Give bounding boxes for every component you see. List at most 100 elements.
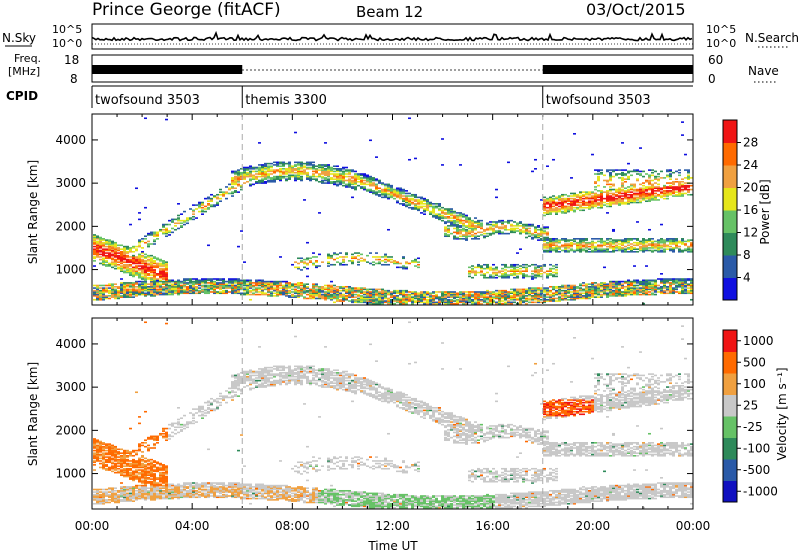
power-cell [654,192,657,195]
power-cell [318,166,321,169]
power-cell [648,192,651,195]
power-cell [219,287,222,289]
power-cell [375,289,378,292]
power-cell [108,243,111,245]
power-cell [270,179,273,182]
power-cell [345,179,348,182]
power-cell [507,300,510,302]
power-cell [609,195,612,197]
power-cell [204,291,207,293]
power-cell [405,205,408,208]
power-cell [438,217,441,219]
power-cell [207,206,210,209]
power-cell [648,177,651,179]
power-cell [528,231,531,234]
power-cell [114,258,117,261]
power-cell [429,296,432,298]
power-cell [441,219,444,222]
noise-tick-bottom: 10^0 [52,37,82,50]
power-cell [684,243,687,245]
power-cell [681,178,684,180]
power-cell [678,174,681,177]
power-cell [93,236,96,239]
power-cell [120,283,123,285]
power-cell [666,190,669,192]
power-cell [570,177,573,179]
power-cell [522,295,525,297]
power-cell [687,283,690,285]
power-cell [414,293,417,296]
power-cell [606,248,609,250]
power-cell [330,280,333,283]
power-cell [198,206,201,209]
power-cell [576,201,579,204]
power-cell [579,245,582,248]
power-cell [240,293,243,296]
power-cell [255,289,258,292]
power-cell [369,191,372,193]
power-cell [549,263,552,266]
power-cell [348,183,351,186]
power-cell [516,297,519,300]
power-cell [345,289,348,292]
power-cell [480,296,483,298]
power-cell [459,226,462,228]
power-cell [189,282,192,284]
power-cell [663,282,666,284]
power-cell [669,190,672,192]
power-cell [570,297,573,300]
power-cell [558,209,561,212]
power-cell [621,292,624,295]
power-cell [399,291,402,293]
power-cell [600,169,603,171]
power-cell [225,287,228,289]
power-cell [576,208,579,210]
power-cell [594,292,597,295]
power-cell [294,288,297,291]
power-cell [591,291,594,293]
power-cell [168,219,171,222]
power-cell [501,219,504,222]
power-cell [144,285,147,288]
power-cell [348,288,351,291]
power-cell [459,214,462,217]
power-cell [630,291,633,293]
power-cell [213,282,216,284]
power-cell [663,278,666,280]
power-cell [201,201,204,204]
power-cell [159,230,162,232]
power-cell [624,180,627,183]
power-cell [402,199,405,201]
power-cell [174,288,177,291]
power-cell [144,293,147,296]
power-cell [585,191,588,193]
power-cell [123,250,126,253]
power-cell [594,285,597,288]
power-cell [165,285,168,288]
power-cell [522,231,525,234]
power-cell [372,300,375,302]
power-cell [141,285,144,288]
power-cell [672,278,675,280]
power-cell [645,173,648,175]
power-cell [291,293,294,296]
power-cell [387,256,390,258]
power-cell [219,279,222,282]
power-cell [234,292,237,295]
power-cell [366,254,369,257]
power-cell [342,173,345,175]
power-cell [468,291,471,293]
power-cell [135,187,138,190]
power-cell [93,284,96,287]
power-cell [108,265,111,267]
power-cell [324,298,327,301]
power-cell [471,276,474,279]
power-cell [543,293,546,296]
power-cell [543,200,546,203]
power-cell [264,285,267,288]
power-cell [288,282,291,284]
power-cell [162,287,165,289]
power-cell [195,282,198,284]
power-cell [216,201,219,204]
power-cell [327,284,330,287]
